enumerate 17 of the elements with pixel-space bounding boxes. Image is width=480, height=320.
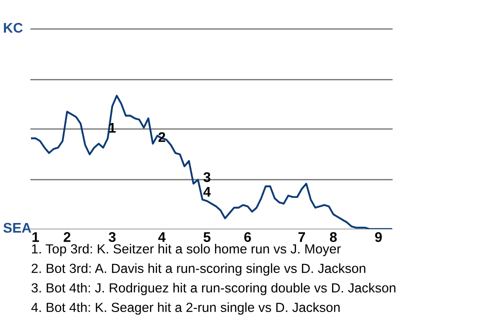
text: 1. Top 3rd: K. Seitzer hit a solo home run vs J. Moyer (32, 244, 341, 256)
x-tick-label: 3 (108, 232, 116, 242)
ref-line-label: KC (4, 22, 23, 33)
ref-line-label: SEA (3, 222, 32, 233)
x-tick-label: 8 (330, 232, 337, 242)
x-tick-label: 1 (32, 232, 39, 242)
x-tick-label: 7 (298, 232, 305, 242)
annotation: 4 (203, 187, 211, 197)
x-tick-label: 6 (244, 232, 251, 242)
x-tick-label: 5 (204, 232, 210, 242)
x-tick-label: 9 (375, 232, 382, 242)
x-tick-label: 2 (64, 232, 70, 242)
text: 3. Bot 4th: J. Rodriguez hit a run-scoring double vs D. Jackson (32, 282, 396, 296)
text: 4. Bot 4th: K. Seager hit a 2-run single vs D. Jackson (31, 302, 340, 315)
x-tick-label: 4 (158, 232, 166, 242)
annotation: 3 (203, 172, 210, 182)
text: 2. Bot 3rd: A. Davis hit a run-scoring single vs D. Jackson (32, 263, 366, 276)
